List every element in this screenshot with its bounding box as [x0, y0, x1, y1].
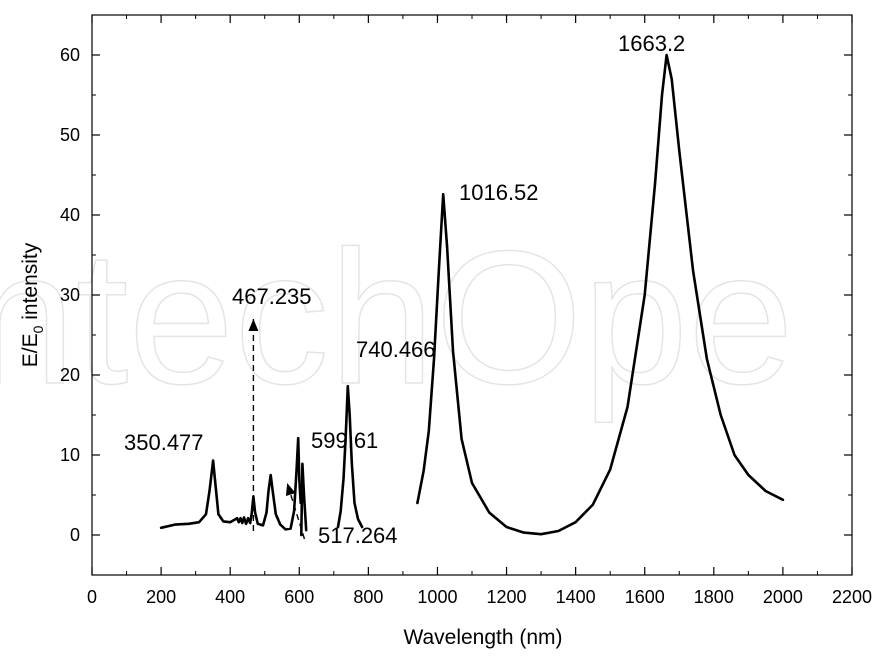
- peak-label: 740.466: [356, 337, 436, 362]
- axis-ticks: [91, 14, 853, 576]
- x-tick-label: 400: [215, 587, 245, 607]
- y-tick-labels: 0 10 20 30 40 50 60: [60, 45, 80, 545]
- x-tick-label: 0: [87, 587, 97, 607]
- peak-label: 517.264: [318, 523, 398, 548]
- y-axis-label-rest: intensity: [19, 242, 42, 325]
- peak-label: 599.61: [311, 428, 378, 453]
- y-axis-label-sub: 0: [30, 325, 46, 333]
- x-tick-label: 2000: [763, 587, 803, 607]
- annotation-arrows: [248, 319, 306, 540]
- series-line-segment: [416, 53, 785, 536]
- annotation-arrow-head: [285, 483, 296, 496]
- y-axis-label-main: E/E: [19, 333, 42, 367]
- x-tick-label: 1600: [625, 587, 665, 607]
- peak-label: 467.235: [232, 284, 312, 309]
- y-tick-label: 30: [60, 285, 80, 305]
- series-line-segment: [299, 462, 308, 537]
- series-lines: [159, 53, 785, 537]
- peak-label: 1016.52: [459, 180, 539, 205]
- x-axis-label: Wavelength (nm): [403, 626, 562, 649]
- series-line-segment: [159, 436, 303, 531]
- x-tick-label: 600: [284, 587, 314, 607]
- y-tick-label: 10: [60, 445, 80, 465]
- y-tick-label: 50: [60, 125, 80, 145]
- x-tick-label: 1400: [556, 587, 596, 607]
- peak-label: 350.477: [124, 430, 204, 455]
- x-tick-labels: 0 200 400 600 800 1000 1200 1400 1600 1800 2000 220…: [87, 587, 872, 607]
- x-tick-label: 800: [353, 587, 383, 607]
- y-tick-label: 40: [60, 205, 80, 225]
- watermark: ntechOpe: [0, 212, 794, 424]
- x-tick-label: 1800: [694, 587, 734, 607]
- x-tick-label: 1200: [487, 587, 527, 607]
- peak-label: 1663.2: [618, 31, 685, 56]
- annotation-arrow-head: [248, 319, 259, 331]
- x-tick-label: 1000: [417, 587, 457, 607]
- x-tick-label: 200: [146, 587, 176, 607]
- y-axis-label: E/E0 intensity: [19, 242, 46, 367]
- y-tick-label: 20: [60, 365, 80, 385]
- y-tick-label: 60: [60, 45, 80, 65]
- x-tick-label: 2200: [832, 587, 872, 607]
- y-tick-label: 0: [70, 525, 80, 545]
- series-line-segment: [336, 384, 364, 529]
- peak-annotations: 1663.2 1016.52 740.466 599.61 467.235 350.477…: [124, 31, 685, 548]
